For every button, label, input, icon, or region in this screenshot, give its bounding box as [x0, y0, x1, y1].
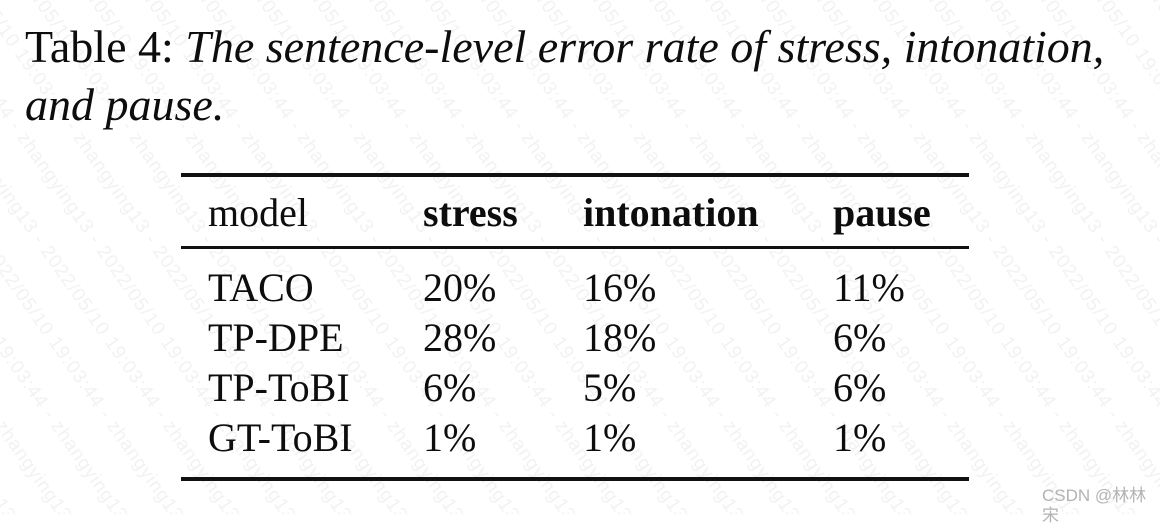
- cell-model: TP-ToBI: [208, 365, 350, 410]
- header-model: model: [208, 190, 308, 235]
- table-row: TACO 20% 16% 11%: [181, 265, 969, 311]
- caption-text: The sentence-level error rate of stress,…: [25, 21, 1105, 130]
- cell-model: GT-ToBI: [208, 415, 353, 460]
- cell-pause: 6%: [833, 365, 887, 410]
- table-row: TP-ToBI 6% 5% 6%: [181, 365, 969, 411]
- cell-intonation: 1%: [583, 415, 637, 460]
- cell-model: TP-DPE: [208, 315, 344, 360]
- cell-pause: 11%: [833, 265, 905, 310]
- header-stress: stress: [423, 190, 518, 235]
- table-top-rule: [181, 173, 969, 177]
- cell-intonation: 16%: [583, 265, 657, 310]
- results-table: model stress intonation pause TACO 20% 1…: [181, 173, 969, 481]
- table-row: TP-DPE 28% 18% 6%: [181, 315, 969, 361]
- header-intonation: intonation: [583, 190, 759, 235]
- table-caption: Table 4: The sentence-level error rate o…: [25, 18, 1137, 134]
- table-bottom-rule: [181, 477, 969, 481]
- cell-stress: 6%: [423, 365, 477, 410]
- header-pause: pause: [833, 190, 931, 235]
- cell-stress: 28%: [423, 315, 497, 360]
- cell-pause: 1%: [833, 415, 887, 460]
- cell-model: TACO: [208, 265, 314, 310]
- table-header-row: model stress intonation pause: [181, 190, 969, 236]
- cell-intonation: 5%: [583, 365, 637, 410]
- cell-stress: 1%: [423, 415, 477, 460]
- cell-intonation: 18%: [583, 315, 657, 360]
- cell-pause: 6%: [833, 315, 887, 360]
- cell-stress: 20%: [423, 265, 497, 310]
- caption-label: Table 4:: [25, 21, 174, 72]
- table-row: GT-ToBI 1% 1% 1%: [181, 415, 969, 461]
- table-header-rule: [181, 246, 969, 249]
- csdn-credit: CSDN @林林宋: [1042, 486, 1147, 525]
